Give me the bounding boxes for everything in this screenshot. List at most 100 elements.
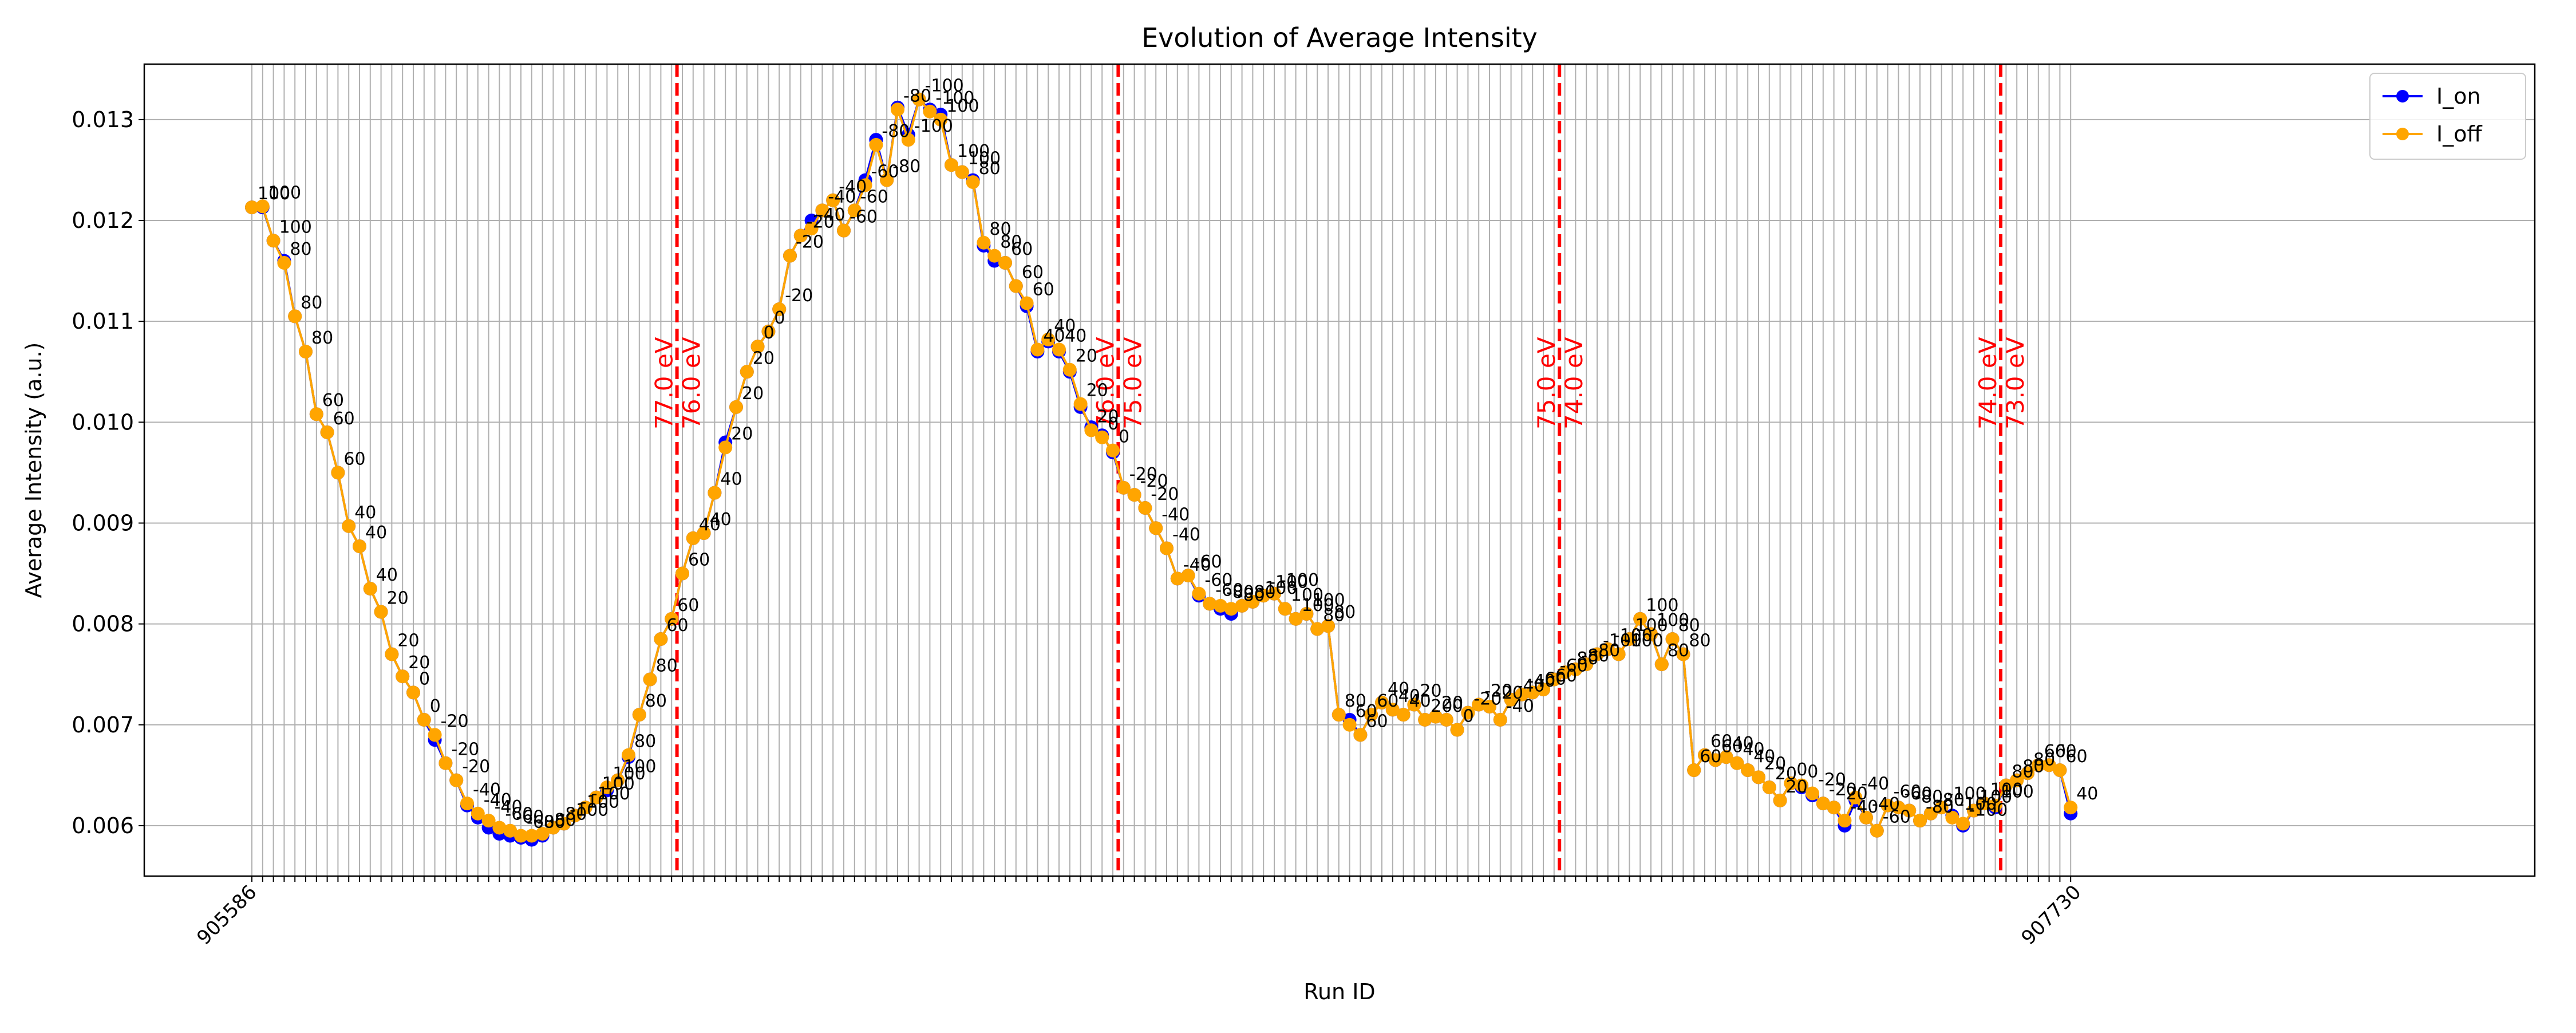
data-point-i-off <box>1084 423 1099 437</box>
data-point-i-off <box>1472 697 1486 712</box>
point-label: -80 <box>548 810 576 830</box>
data-point-i-off <box>1547 672 1561 687</box>
data-point-i-off <box>1622 632 1637 646</box>
data-point-i-off <box>955 165 969 179</box>
point-label: -20 <box>1129 464 1157 484</box>
data-point-i-off <box>934 112 948 127</box>
data-point-i-off <box>1342 717 1357 732</box>
data-point-i-off <box>1601 642 1615 656</box>
point-label: 100 <box>602 774 635 794</box>
point-label: 60 <box>343 449 365 469</box>
point-label: 100 <box>1312 590 1345 610</box>
data-point-i-off <box>1009 279 1023 293</box>
data-point-i-off <box>396 669 410 684</box>
data-point-i-off <box>1633 612 1647 626</box>
point-label: 80 <box>290 239 311 259</box>
point-label: 20 <box>1431 696 1452 716</box>
energy-after-label: 76.0 eV <box>678 337 706 429</box>
data-point-i-off <box>1515 687 1529 701</box>
point-label: 20 <box>387 588 409 608</box>
data-point-i-off <box>686 531 700 545</box>
point-label: -20 <box>807 212 835 232</box>
data-point-i-off <box>1267 586 1281 601</box>
data-point-i-off <box>1676 647 1690 661</box>
point-label: 100 <box>1291 585 1323 605</box>
point-label: 100 <box>946 96 979 116</box>
data-point-i-off <box>837 223 851 238</box>
point-label: 100 <box>268 183 301 203</box>
point-label: 40 <box>1388 679 1409 699</box>
energy-before-label: 76.0 eV <box>1091 337 1119 429</box>
data-point-i-off <box>1526 685 1540 700</box>
point-label: -80 <box>1581 646 1609 666</box>
point-label: -60 <box>527 813 555 833</box>
point-label: -100 <box>1280 570 1319 590</box>
data-point-i-off <box>1257 589 1271 603</box>
data-point-i-off <box>428 728 442 742</box>
point-label: 0 <box>764 323 775 343</box>
y-tick-label: 0.009 <box>72 510 134 535</box>
point-label: -20 <box>1140 471 1168 491</box>
point-label: 40 <box>1743 740 1764 760</box>
data-point-i-off <box>1977 797 1992 811</box>
data-point-i-off <box>1310 622 1325 636</box>
data-point-i-off <box>385 647 399 661</box>
data-point-i-off <box>471 806 485 821</box>
energy-before-label: 75.0 eV <box>1532 337 1560 429</box>
point-label: -80 <box>882 121 910 141</box>
point-label: 100 <box>1990 780 2023 800</box>
point-label: -60 <box>850 207 878 227</box>
point-label: -100 <box>914 116 953 136</box>
data-point-i-off <box>1644 627 1658 641</box>
data-point-i-off <box>858 178 872 192</box>
data-point-i-off <box>1418 712 1432 727</box>
point-label: 40 <box>1398 686 1420 706</box>
point-label: 60 <box>333 409 355 429</box>
data-point-i-off <box>1278 602 1292 616</box>
point-label: -60 <box>1904 784 1932 804</box>
point-label: -40 <box>817 205 846 225</box>
data-point-i-off <box>1654 657 1669 672</box>
legend-i-on-label: I_on <box>2436 84 2481 109</box>
data-point-i-off <box>643 672 657 687</box>
data-point-i-off <box>1773 793 1787 807</box>
data-point-i-off <box>1891 801 1906 815</box>
point-label: 20 <box>1786 777 1808 797</box>
data-point-i-off <box>1956 817 1970 831</box>
point-label: 0 <box>1463 707 1474 727</box>
data-point-i-off <box>331 466 345 480</box>
point-label: 40 <box>1732 734 1754 754</box>
data-point-i-off <box>2031 758 2045 772</box>
point-label: -100 <box>1258 578 1297 598</box>
data-point-i-off <box>697 526 711 541</box>
point-label: 100 <box>1646 596 1678 616</box>
data-point-i-off <box>417 712 431 727</box>
point-label: -20 <box>1484 681 1512 701</box>
point-label: -80 <box>1926 797 1954 817</box>
data-point-i-off <box>1752 770 1765 784</box>
data-point-i-off <box>826 193 840 207</box>
data-point-i-off <box>1816 797 1830 811</box>
point-label: 60 <box>1011 239 1033 259</box>
data-point-i-off <box>449 773 464 787</box>
point-label: -40 <box>484 790 512 810</box>
point-label: 80 <box>2022 757 2044 777</box>
data-point-i-off <box>622 748 635 762</box>
y-tick-label: 0.013 <box>72 107 134 132</box>
data-point-i-off <box>718 440 733 455</box>
point-label: 0 <box>1452 696 1463 716</box>
legend-i-off-marker <box>2396 128 2409 140</box>
point-label: -80 <box>538 813 566 833</box>
data-point-i-off <box>783 249 797 263</box>
point-label: 40 <box>1054 316 1076 336</box>
point-label: -40 <box>1172 525 1200 545</box>
point-label: -60 <box>1538 669 1566 689</box>
point-label: -60 <box>1549 666 1577 686</box>
data-point-i-off <box>1450 723 1464 737</box>
chart-title: Evolution of Average Intensity <box>1141 22 1538 53</box>
data-point-i-off <box>891 102 904 117</box>
data-point-i-off <box>1375 696 1389 710</box>
data-point-i-off <box>869 137 883 152</box>
point-label: -20 <box>1818 770 1846 790</box>
point-label: 80 <box>1000 232 1022 253</box>
